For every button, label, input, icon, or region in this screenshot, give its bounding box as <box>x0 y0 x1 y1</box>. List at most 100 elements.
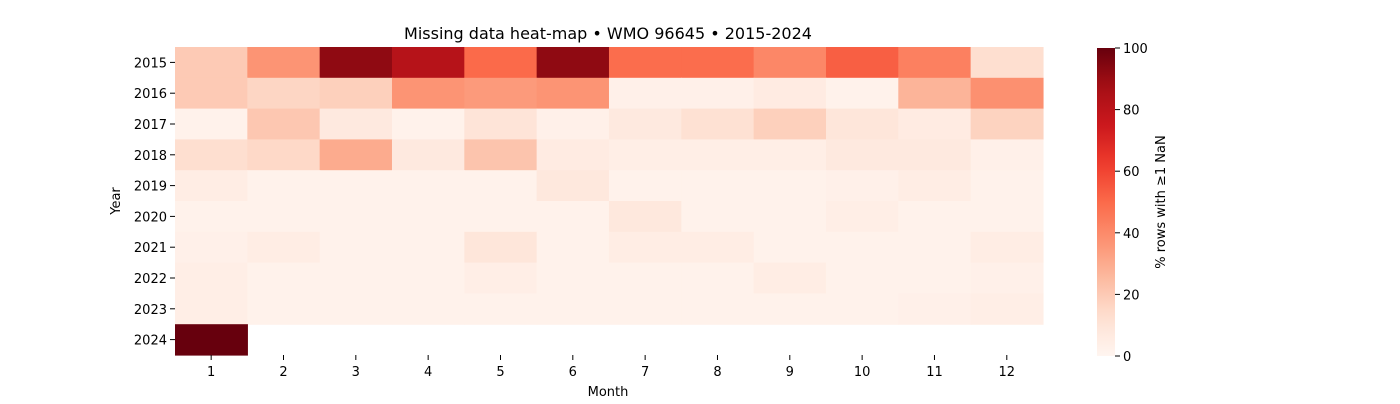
heatmap-cell-2016-12 <box>970 77 1044 110</box>
heatmap-cell-2015-11 <box>898 47 972 79</box>
heatmap-cell-2015-4 <box>391 47 465 79</box>
heatmap-cell-2021-1 <box>175 231 248 264</box>
heatmap-cell-2016-9 <box>753 77 827 110</box>
heatmap-cell-2018-10 <box>825 139 899 171</box>
y-tick-label: 2024 <box>134 334 167 349</box>
heatmap-cell-2020-12 <box>970 201 1044 233</box>
x-tick-label: 7 <box>641 365 649 380</box>
heatmap-cell-2015-1 <box>175 47 248 79</box>
heatmap-cell-2022-8 <box>681 262 755 294</box>
y-tick-label: 2017 <box>134 118 167 133</box>
heatmap-cell-2017-2 <box>247 108 321 140</box>
heatmap-cell-2021-7 <box>608 231 682 264</box>
y-axis-label: Year <box>109 187 124 216</box>
heatmap-cell-2018-3 <box>319 139 393 171</box>
heatmap-cell-2015-7 <box>608 47 682 79</box>
y-tick-label: 2016 <box>134 87 167 102</box>
heatmap-cell-2021-8 <box>681 231 755 264</box>
heatmap-cell-2023-1 <box>175 293 248 325</box>
heatmap-cell-2015-3 <box>319 47 393 79</box>
heatmap-cell-2015-12 <box>970 47 1044 79</box>
heatmap-cell-2022-1 <box>175 262 248 294</box>
chart-title: Missing data heat-map • WMO 96645 • 2015… <box>404 24 812 43</box>
x-tick-label: 1 <box>207 365 215 380</box>
heatmap-cell-2019-2 <box>247 170 321 202</box>
heatmap-cell-2018-11 <box>898 139 972 171</box>
heatmap-cell-2015-9 <box>753 47 827 79</box>
heatmap-cell-2021-10 <box>825 231 899 264</box>
x-tick-label: 11 <box>926 365 943 380</box>
y-tick-label: 2023 <box>134 303 167 318</box>
x-tick-label: 12 <box>999 365 1016 380</box>
colorbar-tick-label: 20 <box>1123 288 1140 303</box>
heatmap-cell-2019-3 <box>319 170 393 202</box>
heatmap-cell-2018-9 <box>753 139 827 171</box>
heatmap-cell-2016-1 <box>175 77 248 110</box>
heatmap-cell-2024-1 <box>175 324 248 356</box>
heatmap-cell-2016-5 <box>464 77 538 110</box>
heatmap-cell-2023-12 <box>970 293 1044 325</box>
heatmap-cell-2019-6 <box>536 170 610 202</box>
heatmap-cell-2019-12 <box>970 170 1044 202</box>
heatmap-cell-2023-2 <box>247 293 321 325</box>
heatmap-cell-2017-11 <box>898 108 972 140</box>
colorbar-tick-label: 0 <box>1123 350 1131 365</box>
heatmap-cell-2022-4 <box>391 262 465 294</box>
heatmap-cell-2017-6 <box>536 108 610 140</box>
heatmap-cell-2018-2 <box>247 139 321 171</box>
y-tick-label: 2015 <box>134 56 167 71</box>
heatmap-cell-2019-4 <box>391 170 465 202</box>
colorbar <box>1097 48 1115 356</box>
heatmap-cell-2016-8 <box>681 77 755 110</box>
heatmap-cell-2022-3 <box>319 262 393 294</box>
heatmap-cell-2015-8 <box>681 47 755 79</box>
heatmap-cell-2021-12 <box>970 231 1044 264</box>
heatmap-cell-2018-7 <box>608 139 682 171</box>
heatmap-cell-2019-10 <box>825 170 899 202</box>
x-tick-label: 6 <box>569 365 577 380</box>
heatmap-cell-2016-3 <box>319 77 393 110</box>
heatmap-cell-2017-5 <box>464 108 538 140</box>
heatmap-cell-2019-9 <box>753 170 827 202</box>
heatmap-cell-2017-8 <box>681 108 755 140</box>
y-tick-label: 2018 <box>134 149 167 164</box>
heatmap-cell-2023-7 <box>608 293 682 325</box>
heatmap-cell-2022-7 <box>608 262 682 294</box>
heatmap-cell-2021-4 <box>391 231 465 264</box>
heatmap-cell-2017-4 <box>391 108 465 140</box>
heatmap-cell-2021-2 <box>247 231 321 264</box>
heatmap-cell-2023-4 <box>391 293 465 325</box>
heatmap-cell-2017-3 <box>319 108 393 140</box>
heatmap-cell-2020-7 <box>608 201 682 233</box>
heatmap-cell-2015-5 <box>464 47 538 79</box>
y-tick-label: 2019 <box>134 180 167 195</box>
heatmap-cell-2023-10 <box>825 293 899 325</box>
heatmap-cell-2017-1 <box>175 108 248 140</box>
heatmap-cell-2020-9 <box>753 201 827 233</box>
heatmap-cell-2021-3 <box>319 231 393 264</box>
heatmap-cell-2023-9 <box>753 293 827 325</box>
heatmap-cell-2022-5 <box>464 262 538 294</box>
heatmap-cell-2019-5 <box>464 170 538 202</box>
heatmap-cell-2022-11 <box>898 262 972 294</box>
colorbar-axis: 0 20 40 60 80 100 <box>1115 42 1148 365</box>
heatmap-cell-2023-6 <box>536 293 610 325</box>
heatmap-cell-2018-5 <box>464 139 538 171</box>
heatmap-cell-2018-6 <box>536 139 610 171</box>
heatmap-cell-2019-11 <box>898 170 972 202</box>
colorbar-tick-label: 60 <box>1123 165 1140 180</box>
heatmap-cell-2019-7 <box>608 170 682 202</box>
x-axis: 1 2 3 4 5 6 7 8 9 10 11 12 <box>207 355 1015 380</box>
heatmap-cell-2018-1 <box>175 139 248 171</box>
heatmap-cells <box>175 47 1044 356</box>
heatmap-cell-2020-2 <box>247 201 321 233</box>
heatmap-cell-2017-12 <box>970 108 1044 140</box>
heatmap-cell-2018-12 <box>970 139 1044 171</box>
heatmap-cell-2016-2 <box>247 77 321 110</box>
heatmap-cell-2021-9 <box>753 231 827 264</box>
x-tick-label: 8 <box>713 365 721 380</box>
heatmap-cell-2021-11 <box>898 231 972 264</box>
heatmap-cell-2023-11 <box>898 293 972 325</box>
heatmap-cell-2015-6 <box>536 47 610 79</box>
